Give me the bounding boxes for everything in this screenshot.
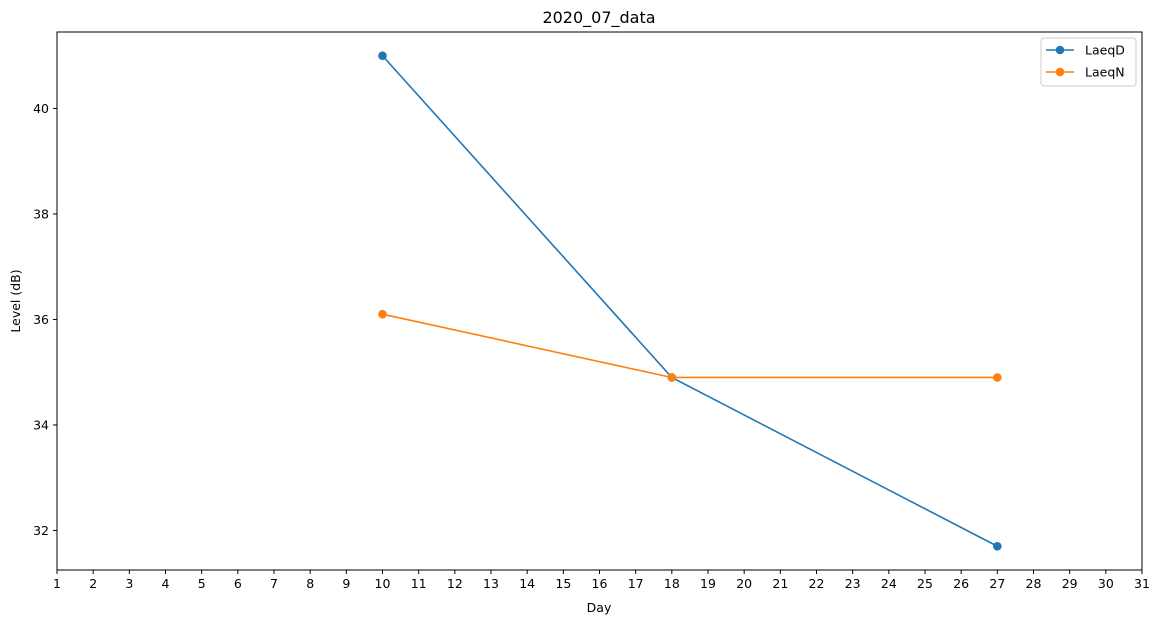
legend: LaeqD LaeqN: [1040, 37, 1137, 87]
data-point-laeqd: [993, 541, 1002, 551]
y-axis-label: Level (dB): [8, 269, 23, 332]
data-point-laeqn: [378, 309, 387, 319]
data-point-laeqn: [993, 373, 1002, 382]
legend-marker-laeqn: [1055, 67, 1065, 77]
x-tick-label: 22: [809, 576, 825, 591]
x-tick-label: 5: [198, 576, 206, 591]
x-tick-label: 4: [162, 576, 170, 591]
x-tick-label: 31: [1134, 576, 1150, 591]
y-tick-label: 40: [33, 101, 49, 116]
x-tick-label: 2: [89, 576, 97, 591]
x-tick-label: 3: [125, 576, 133, 591]
legend-label-laeqd: LaeqD: [1085, 43, 1125, 58]
x-tick-label: 30: [1098, 576, 1114, 591]
legend-label-laeqn: LaeqN: [1085, 65, 1125, 80]
x-axis-label: Day: [587, 600, 612, 615]
series-layer: [378, 51, 1002, 551]
data-point-laeqd: [378, 51, 387, 61]
legend-marker-laeqd: [1055, 45, 1065, 55]
x-tick-label: 8: [306, 576, 314, 591]
x-tick-label: 17: [628, 576, 644, 591]
x-tick-label: 9: [342, 576, 350, 591]
x-tick-label: 28: [1026, 576, 1042, 591]
x-tick-label: 23: [845, 576, 861, 591]
chart-title: 2020_07_data: [542, 8, 655, 28]
x-tick-label: 21: [772, 576, 788, 591]
y-tick-label: 38: [33, 206, 49, 221]
x-tick-label: 14: [519, 576, 535, 591]
x-tick-label: 12: [447, 576, 463, 591]
x-tick-label: 20: [736, 576, 752, 591]
x-tick-label: 18: [664, 576, 680, 591]
x-tick-label: 24: [881, 576, 897, 591]
x-tick-label: 10: [375, 576, 391, 591]
y-tick-label: 34: [33, 417, 49, 432]
x-axis: 1 2 3 4 5 6 7 8 9 10 11 12 13 14 15 16 17 18 19 20 21 22 23 24 2…: [53, 570, 1150, 591]
x-tick-label: 11: [411, 576, 427, 591]
x-tick-label: 19: [700, 576, 716, 591]
x-tick-label: 6: [234, 576, 242, 591]
x-tick-label: 29: [1062, 576, 1078, 591]
x-tick-label: 13: [483, 576, 499, 591]
x-tick-label: 26: [953, 576, 969, 591]
x-tick-label: 15: [555, 576, 571, 591]
y-axis: 32 34 36 38 40: [33, 101, 57, 538]
data-point-laeqn: [667, 373, 677, 382]
x-tick-label: 27: [989, 576, 1005, 591]
x-tick-label: 1: [53, 576, 61, 591]
y-tick-label: 32: [33, 523, 49, 538]
x-tick-label: 16: [592, 576, 608, 591]
y-tick-label: 36: [33, 312, 49, 327]
x-tick-label: 7: [270, 576, 278, 591]
x-tick-label: 25: [917, 576, 933, 591]
